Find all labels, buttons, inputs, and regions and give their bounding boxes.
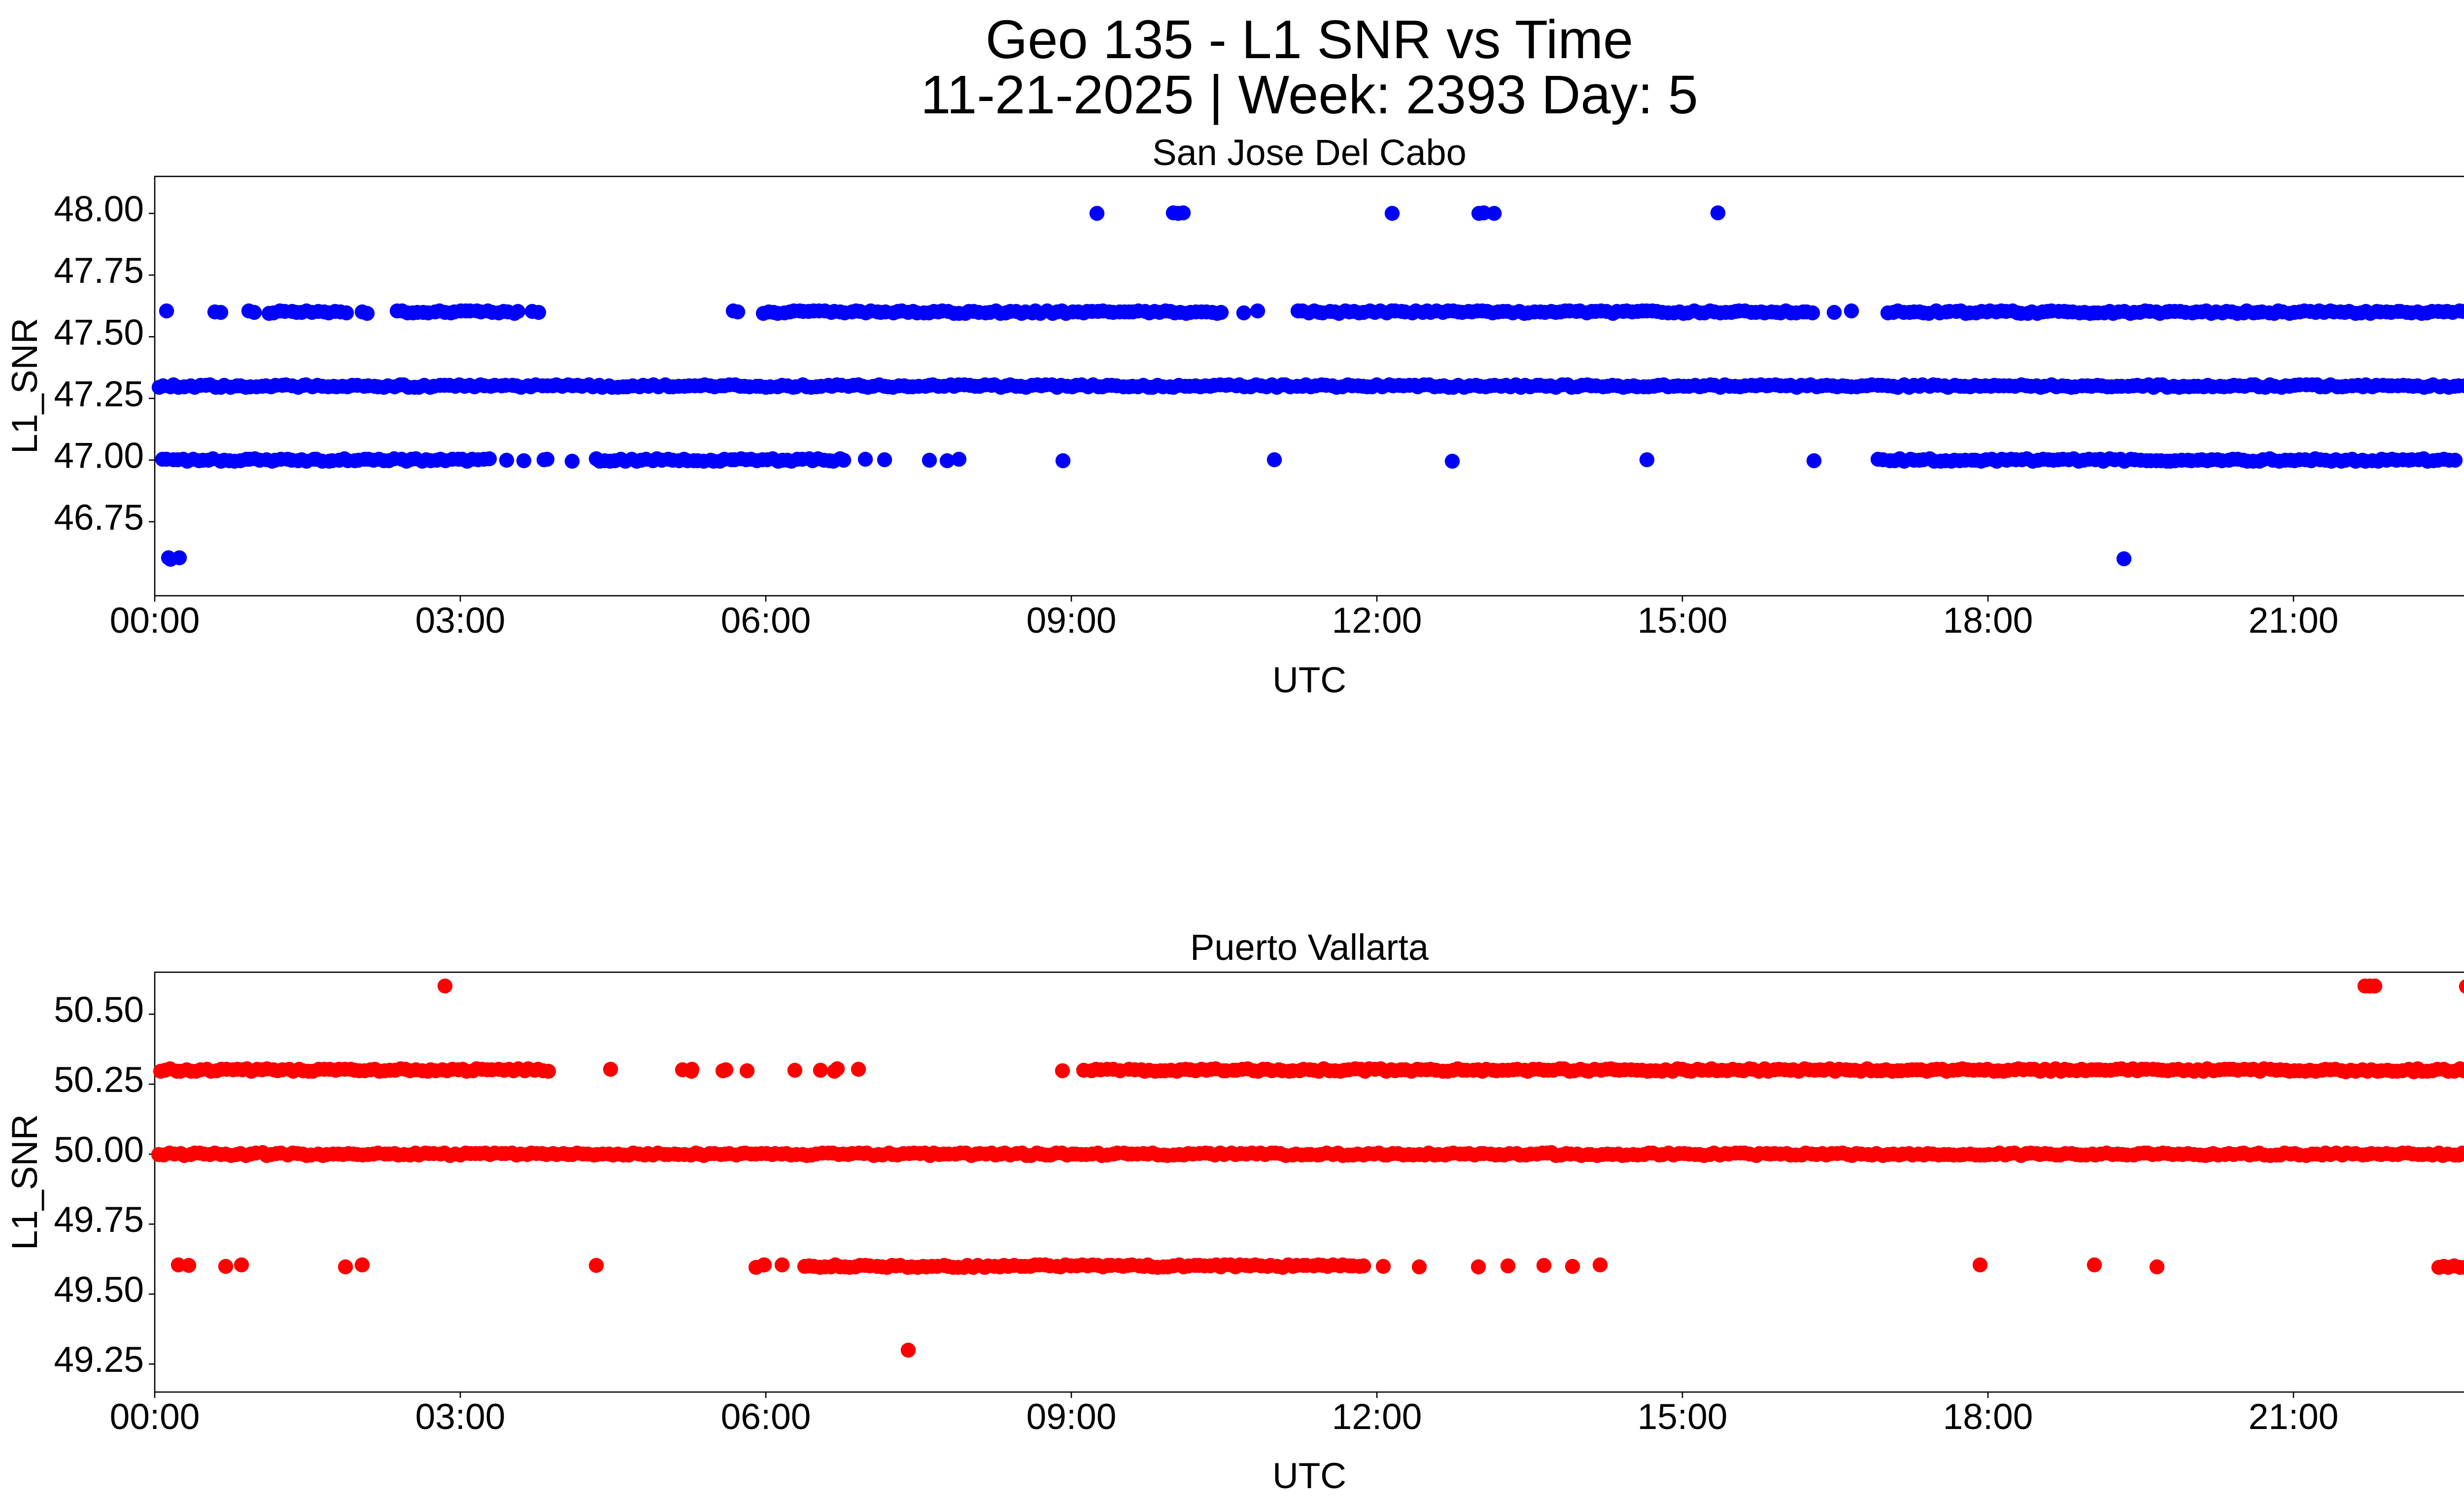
svg-text:06:00: 06:00	[721, 601, 811, 641]
svg-text:UTC: UTC	[1272, 1456, 1346, 1495]
svg-text:12:00: 12:00	[1332, 601, 1422, 641]
svg-text:11-21-2025 | Week: 2393 Day: 5: 11-21-2025 | Week: 2393 Day: 5	[921, 65, 1698, 125]
svg-text:15:00: 15:00	[1638, 601, 1728, 641]
svg-text:UTC: UTC	[1272, 660, 1346, 700]
svg-text:18:00: 18:00	[1943, 1397, 2033, 1437]
svg-text:47.00: 47.00	[54, 436, 144, 476]
svg-text:47.75: 47.75	[54, 251, 144, 291]
svg-text:00:00: 00:00	[110, 1397, 200, 1437]
svg-text:50.00: 50.00	[54, 1130, 144, 1170]
svg-text:03:00: 03:00	[415, 601, 506, 641]
svg-text:09:00: 09:00	[1027, 1397, 1117, 1437]
svg-text:49.50: 49.50	[54, 1270, 144, 1310]
svg-text:06:00: 06:00	[721, 1397, 811, 1437]
svg-text:48.00: 48.00	[54, 189, 144, 229]
svg-text:47.25: 47.25	[54, 374, 144, 414]
svg-text:L1_SNR: L1_SNR	[5, 318, 45, 454]
svg-text:12:00: 12:00	[1332, 1397, 1422, 1437]
svg-text:47.50: 47.50	[54, 312, 144, 352]
svg-text:Geo 135 - L1 SNR vs Time: Geo 135 - L1 SNR vs Time	[986, 9, 1633, 70]
svg-text:18:00: 18:00	[1943, 601, 2033, 641]
svg-text:15:00: 15:00	[1638, 1397, 1728, 1437]
svg-text:09:00: 09:00	[1027, 601, 1117, 641]
svg-text:Puerto Vallarta: Puerto Vallarta	[1190, 927, 1429, 968]
svg-text:21:00: 21:00	[2249, 601, 2339, 641]
svg-text:46.75: 46.75	[54, 498, 144, 538]
svg-text:San Jose Del Cabo: San Jose Del Cabo	[1152, 132, 1467, 173]
svg-text:50.50: 50.50	[54, 990, 144, 1030]
svg-text:03:00: 03:00	[415, 1397, 506, 1437]
svg-text:00:00: 00:00	[110, 601, 200, 641]
svg-text:21:00: 21:00	[2249, 1397, 2339, 1437]
svg-text:49.75: 49.75	[54, 1200, 144, 1240]
svg-text:L1_SNR: L1_SNR	[5, 1114, 45, 1250]
svg-text:49.25: 49.25	[54, 1340, 144, 1380]
svg-text:50.25: 50.25	[54, 1060, 144, 1100]
